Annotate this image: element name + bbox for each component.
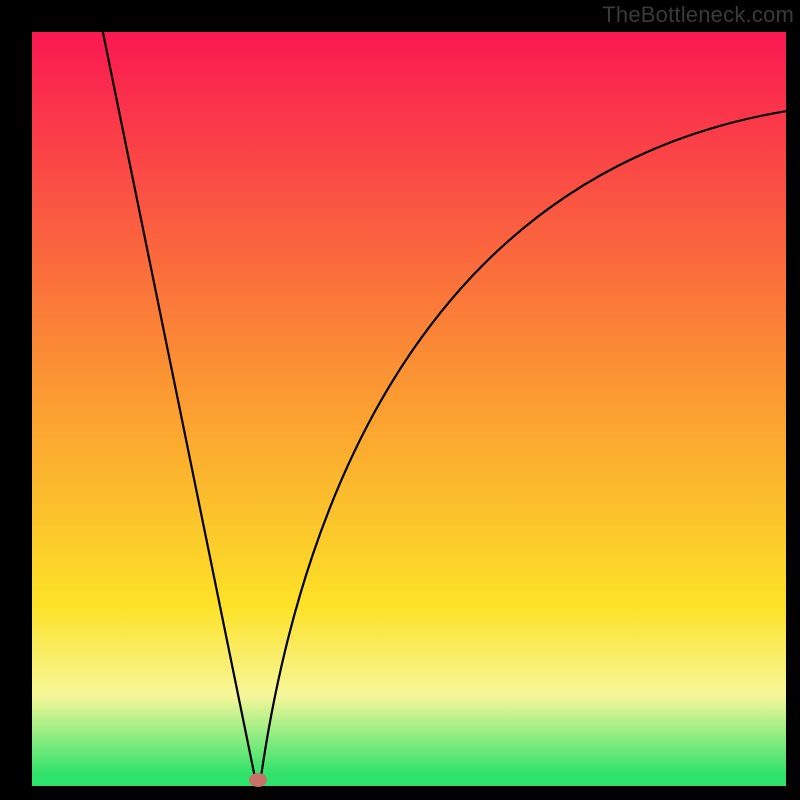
bottleneck-curve-svg [32, 32, 786, 786]
curve-left-branch [103, 32, 257, 786]
curve-right-branch [260, 111, 786, 786]
min-marker [249, 773, 267, 787]
watermark-text: TheBottleneck.com [602, 2, 794, 28]
plot-area [32, 32, 786, 786]
